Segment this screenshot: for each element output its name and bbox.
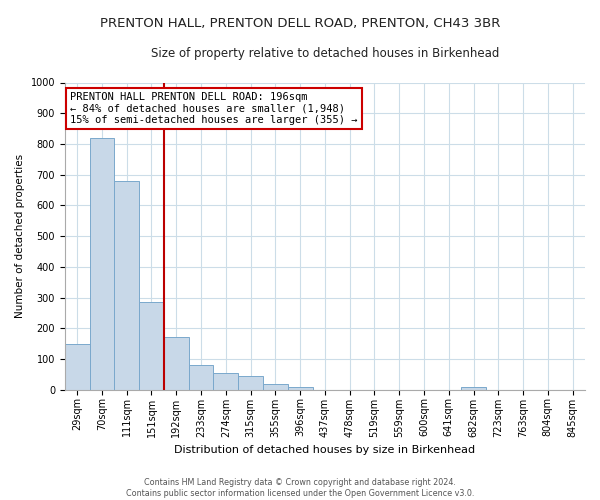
Bar — [263, 384, 288, 390]
Text: Contains HM Land Registry data © Crown copyright and database right 2024.
Contai: Contains HM Land Registry data © Crown c… — [126, 478, 474, 498]
Title: Size of property relative to detached houses in Birkenhead: Size of property relative to detached ho… — [151, 48, 499, 60]
Bar — [214, 373, 238, 390]
Text: PRENTON HALL, PRENTON DELL ROAD, PRENTON, CH43 3BR: PRENTON HALL, PRENTON DELL ROAD, PRENTON… — [100, 18, 500, 30]
Bar — [188, 365, 214, 390]
Bar — [65, 344, 89, 390]
X-axis label: Distribution of detached houses by size in Birkenhead: Distribution of detached houses by size … — [175, 445, 475, 455]
Bar — [238, 376, 263, 390]
Bar — [139, 302, 164, 390]
Bar — [288, 386, 313, 390]
Bar — [461, 386, 486, 390]
Text: PRENTON HALL PRENTON DELL ROAD: 196sqm
← 84% of detached houses are smaller (1,9: PRENTON HALL PRENTON DELL ROAD: 196sqm ←… — [70, 92, 358, 125]
Bar — [164, 338, 188, 390]
Y-axis label: Number of detached properties: Number of detached properties — [15, 154, 25, 318]
Bar — [89, 138, 115, 390]
Bar — [115, 181, 139, 390]
